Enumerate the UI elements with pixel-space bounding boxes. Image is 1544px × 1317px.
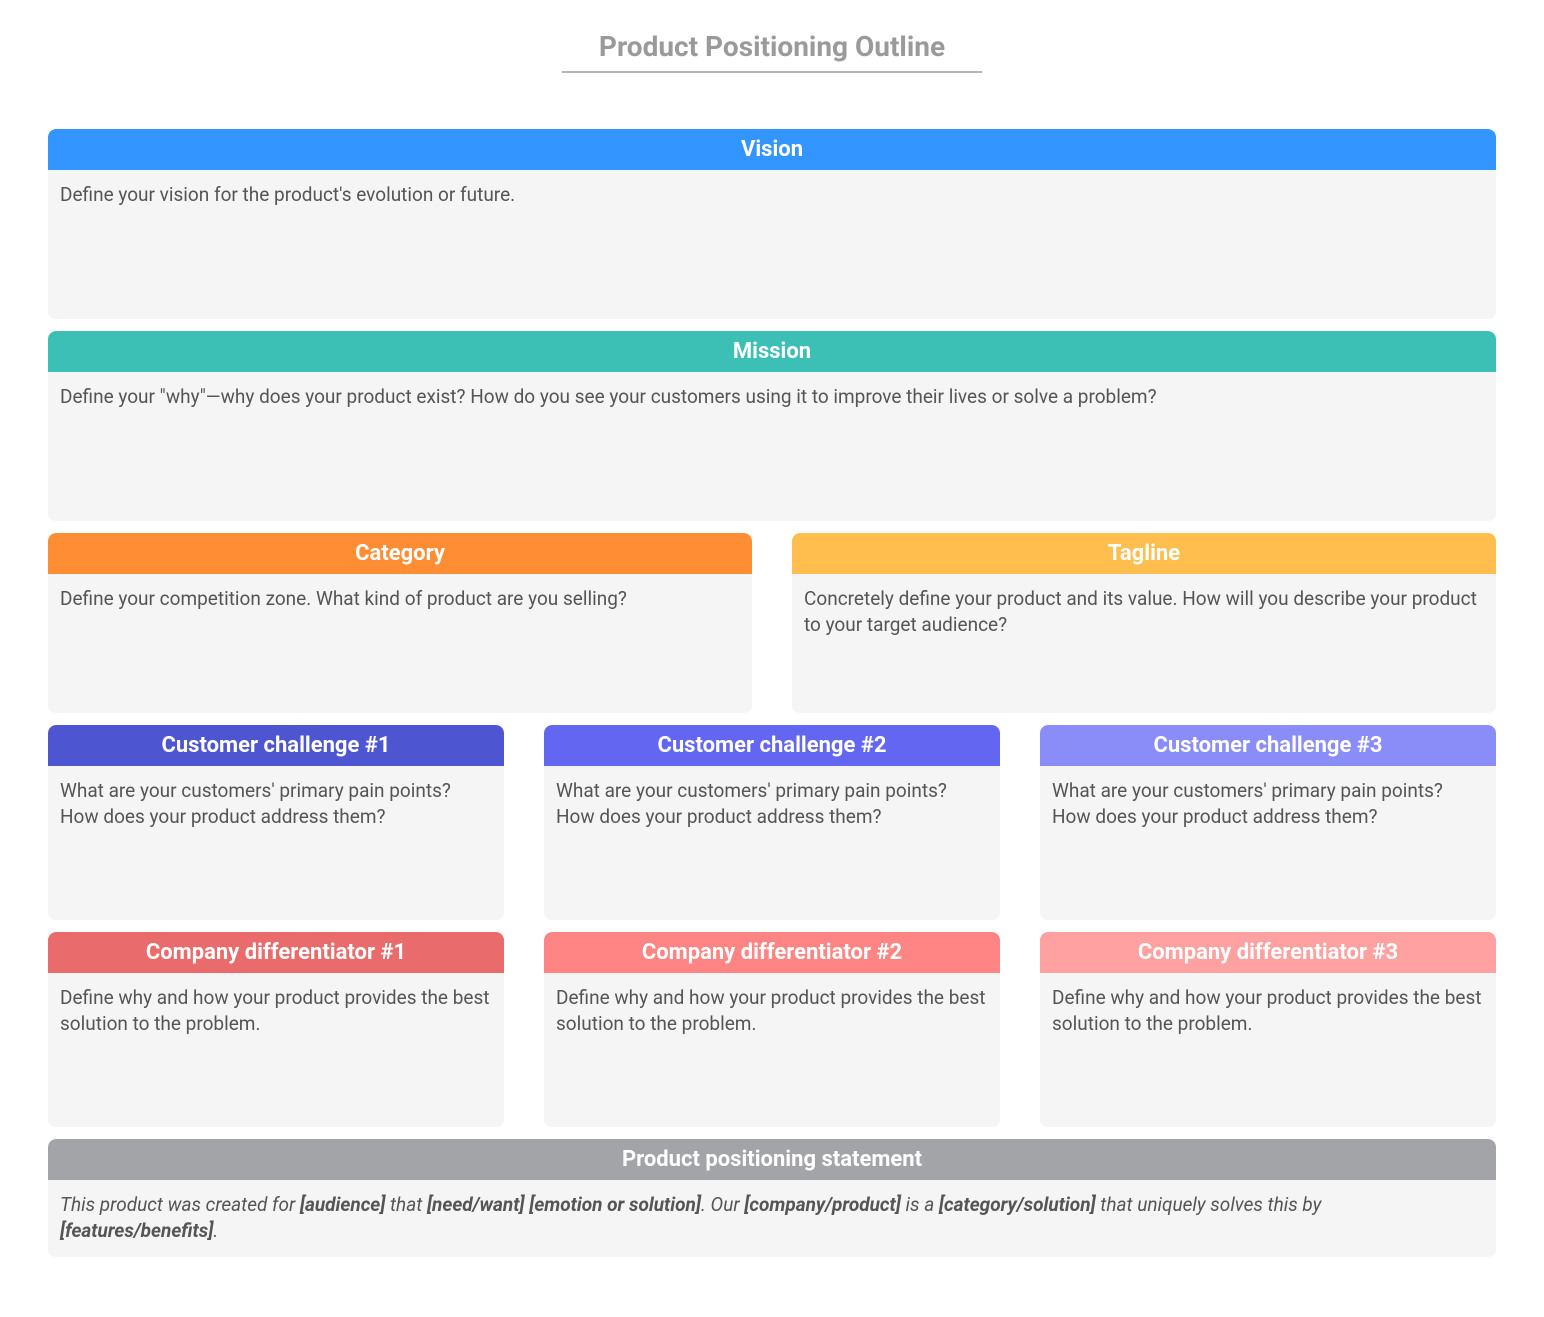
challenge-3-card: Customer challenge #3 What are your cust… bbox=[1040, 725, 1496, 920]
diff-3-header: Company differentiator #3 bbox=[1040, 932, 1496, 973]
vision-card: Vision Define your vision for the produc… bbox=[48, 129, 1496, 319]
statement-card: Product positioning statement This produ… bbox=[48, 1139, 1496, 1257]
category-body: Define your competition zone. What kind … bbox=[48, 574, 752, 713]
diff-1-body: Define why and how your product provides… bbox=[48, 973, 504, 1127]
diff-2-header: Company differentiator #2 bbox=[544, 932, 1000, 973]
diff-1-card: Company differentiator #1 Define why and… bbox=[48, 932, 504, 1127]
diff-2-card: Company differentiator #2 Define why and… bbox=[544, 932, 1000, 1127]
mission-header: Mission bbox=[48, 331, 1496, 372]
tagline-header: Tagline bbox=[792, 533, 1496, 574]
diff-3-body: Define why and how your product provides… bbox=[1040, 973, 1496, 1127]
category-card: Category Define your competition zone. W… bbox=[48, 533, 752, 713]
challenge-3-header: Customer challenge #3 bbox=[1040, 725, 1496, 766]
statement-body: This product was created for [audience] … bbox=[48, 1180, 1496, 1257]
statement-header: Product positioning statement bbox=[48, 1139, 1496, 1180]
challenge-2-body: What are your customers' primary pain po… bbox=[544, 766, 1000, 920]
tagline-body: Concretely define your product and its v… bbox=[792, 574, 1496, 713]
vision-header: Vision bbox=[48, 129, 1496, 170]
challenge-2-header: Customer challenge #2 bbox=[544, 725, 1000, 766]
challenge-1-body: What are your customers' primary pain po… bbox=[48, 766, 504, 920]
diff-3-card: Company differentiator #3 Define why and… bbox=[1040, 932, 1496, 1127]
vision-body: Define your vision for the product's evo… bbox=[48, 170, 1496, 319]
mission-card: Mission Define your "why"—why does your … bbox=[48, 331, 1496, 521]
diff-2-body: Define why and how your product provides… bbox=[544, 973, 1000, 1127]
title-underline bbox=[562, 71, 982, 73]
diff-1-header: Company differentiator #1 bbox=[48, 932, 504, 973]
category-header: Category bbox=[48, 533, 752, 574]
mission-body: Define your "why"—why does your product … bbox=[48, 372, 1496, 521]
challenge-1-header: Customer challenge #1 bbox=[48, 725, 504, 766]
challenge-3-body: What are your customers' primary pain po… bbox=[1040, 766, 1496, 920]
page-title: Product Positioning Outline bbox=[48, 30, 1496, 63]
challenge-2-card: Customer challenge #2 What are your cust… bbox=[544, 725, 1000, 920]
tagline-card: Tagline Concretely define your product a… bbox=[792, 533, 1496, 713]
challenge-1-card: Customer challenge #1 What are your cust… bbox=[48, 725, 504, 920]
